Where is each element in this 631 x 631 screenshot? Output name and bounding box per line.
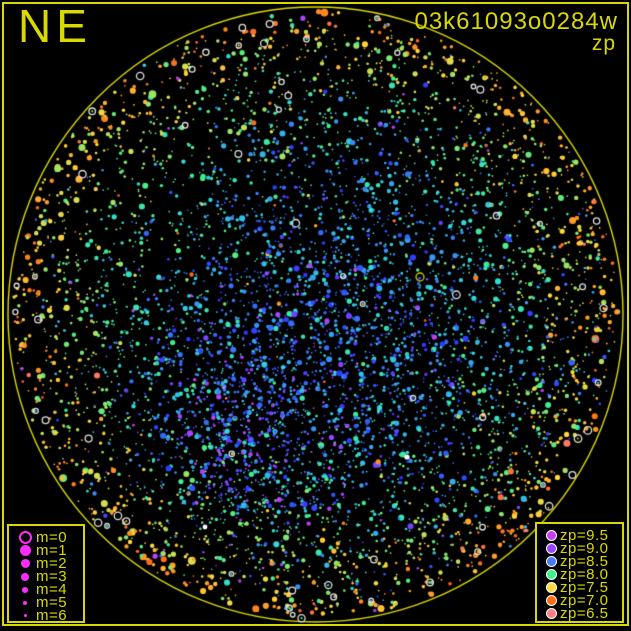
zp-legend-row: zp=8.0	[542, 566, 617, 583]
magnitude-legend-label: m=3	[36, 568, 68, 585]
zp-marker-icon	[542, 569, 560, 580]
zp-legend-row: zp=9.0	[542, 540, 617, 557]
magnitude-legend-label: m=2	[36, 555, 68, 572]
zp-marker-icon	[542, 530, 560, 541]
magnitude-marker-dot	[22, 586, 28, 593]
zp-legend-row: zp=9.5	[542, 527, 617, 544]
magnitude-legend-row: m=2	[14, 555, 78, 572]
magnitude-marker-dot	[20, 559, 30, 568]
plot-title: 03k61093o0284w	[414, 8, 618, 35]
magnitude-marker-dot	[23, 614, 27, 617]
zp-marker-icon	[542, 543, 560, 554]
magnitude-marker-dot	[21, 572, 29, 581]
zp-marker-dot	[545, 582, 557, 593]
zp-marker-icon	[542, 556, 560, 567]
orientation-label: NE	[18, 0, 92, 52]
zp-legend-label: zp=9.5	[560, 527, 609, 544]
magnitude-marker-dot	[18, 531, 32, 544]
zp-marker-dot	[545, 530, 557, 541]
magnitude-legend-row: m=6	[14, 607, 78, 624]
zp-legend-row: zp=7.5	[542, 579, 617, 596]
magnitude-legend: m=0 m=1 m=2 m=3 m=4 m=5 m=6	[7, 524, 85, 623]
magnitude-legend-label: m=0	[36, 529, 68, 546]
zp-legend-label: zp=9.0	[560, 540, 609, 557]
zp-marker-icon	[542, 582, 560, 593]
magnitude-legend-row: m=0	[14, 529, 78, 546]
zp-legend-row: zp=8.5	[542, 553, 617, 570]
zp-legend-label: zp=8.0	[560, 566, 609, 583]
zp-marker-dot	[545, 556, 557, 567]
magnitude-legend-row: m=5	[14, 594, 78, 611]
zp-marker-dot	[545, 569, 557, 580]
magnitude-legend-label: m=5	[36, 594, 68, 611]
zp-legend-label: zp=6.5	[560, 605, 609, 622]
zp-legend-row: zp=7.0	[542, 592, 617, 609]
magnitude-marker-icon	[14, 600, 36, 605]
zp-legend-label: zp=7.5	[560, 579, 609, 596]
magnitude-marker-dot	[23, 600, 27, 605]
zp-legend-row: zp=6.5	[542, 605, 617, 622]
magnitude-marker-icon	[14, 559, 36, 568]
zp-marker-icon	[542, 595, 560, 606]
magnitude-marker-icon	[14, 586, 36, 593]
zp-legend-label: zp=7.0	[560, 592, 609, 609]
zp-marker-dot	[545, 595, 557, 606]
magnitude-marker-icon	[14, 531, 36, 544]
zp-marker-icon	[542, 608, 560, 619]
magnitude-marker-icon	[14, 614, 36, 617]
zp-legend-label: zp=8.5	[560, 553, 609, 570]
magnitude-legend-label: m=1	[36, 542, 68, 559]
zp-marker-dot	[545, 543, 557, 554]
magnitude-legend-label: m=6	[36, 607, 68, 624]
zp-marker-dot	[545, 608, 557, 619]
magnitude-legend-row: m=1	[14, 542, 78, 559]
magnitude-legend-row: m=4	[14, 581, 78, 598]
zp-color-legend: zp=9.5 zp=9.0 zp=8.5 zp=8.0 zp=7.5 zp=7.0 zp=6…	[535, 522, 624, 623]
magnitude-marker-icon	[14, 545, 36, 556]
magnitude-legend-label: m=4	[36, 581, 68, 598]
magnitude-legend-row: m=3	[14, 568, 78, 585]
magnitude-marker-dot	[19, 545, 31, 556]
colorbar-quantity-label: zp	[591, 32, 616, 55]
magnitude-marker-icon	[14, 572, 36, 581]
